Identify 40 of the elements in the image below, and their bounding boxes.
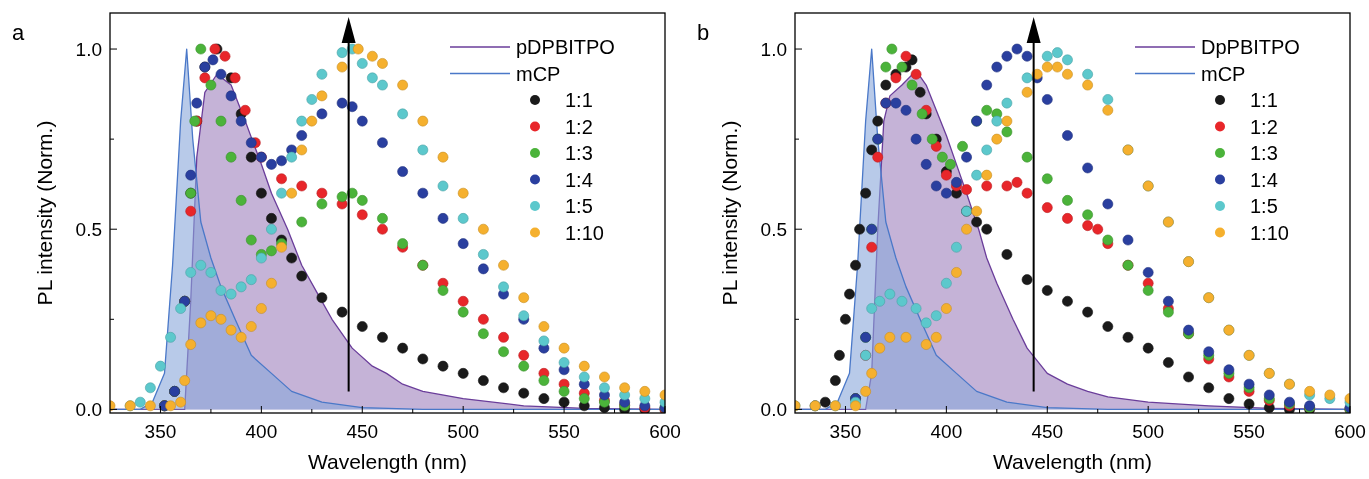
x-tick-label: 450 (346, 421, 379, 442)
x-axis-title: Wavelength (nm) (992, 450, 1153, 473)
y-axis-title: PL intensity (Norm.) (33, 120, 56, 306)
x-tick-label: 550 (1233, 421, 1265, 442)
legend-label: 1:3 (1250, 142, 1278, 164)
legend-label: DpPBITPO (1201, 36, 1300, 58)
legend-label: 1:4 (1250, 168, 1278, 191)
x-tick-label: 350 (144, 421, 177, 442)
y-tick-label: 1.0 (75, 39, 102, 61)
x-axis-title: Wavelength (nm) (307, 450, 468, 473)
legend-label: 1:10 (565, 221, 604, 244)
legend-label: 1:1 (1250, 89, 1278, 111)
chart-title: a (12, 20, 25, 45)
x-tick-label: 450 (1031, 421, 1064, 442)
x-tick-label: 350 (829, 421, 862, 442)
y-axis-title: PL intensity (Norm.) (718, 120, 741, 306)
y-tick-label: 0.0 (75, 399, 102, 421)
legend-label: 1:1 (565, 89, 593, 111)
legend-label: 1:3 (565, 142, 593, 164)
x-tick-label: 400 (930, 421, 963, 442)
x-tick-label: 600 (1334, 421, 1366, 442)
y-tick-label: 0.5 (75, 219, 102, 241)
x-tick-label: 500 (1132, 421, 1165, 442)
legend-label: 1:10 (1250, 221, 1289, 244)
legend-label: mCP (1201, 62, 1246, 85)
y-tick-label: 1.0 (760, 39, 787, 61)
legend-label: 1:2 (565, 115, 593, 138)
x-tick-label: 500 (447, 421, 480, 442)
legend-label: 1:5 (565, 195, 593, 217)
x-tick-label: 400 (245, 421, 278, 442)
legend-label: mCP (516, 62, 561, 85)
legend-label: pDPBITPO (516, 36, 615, 58)
legend-label: 1:5 (1250, 195, 1278, 217)
x-tick-label: 600 (649, 421, 681, 442)
y-tick-label: 0.0 (760, 399, 787, 421)
y-tick-label: 0.5 (760, 219, 787, 241)
legend-label: 1:4 (565, 168, 593, 191)
chart-title: b (697, 20, 710, 45)
x-tick-label: 550 (548, 421, 580, 442)
legend-label: 1:2 (1250, 115, 1278, 138)
